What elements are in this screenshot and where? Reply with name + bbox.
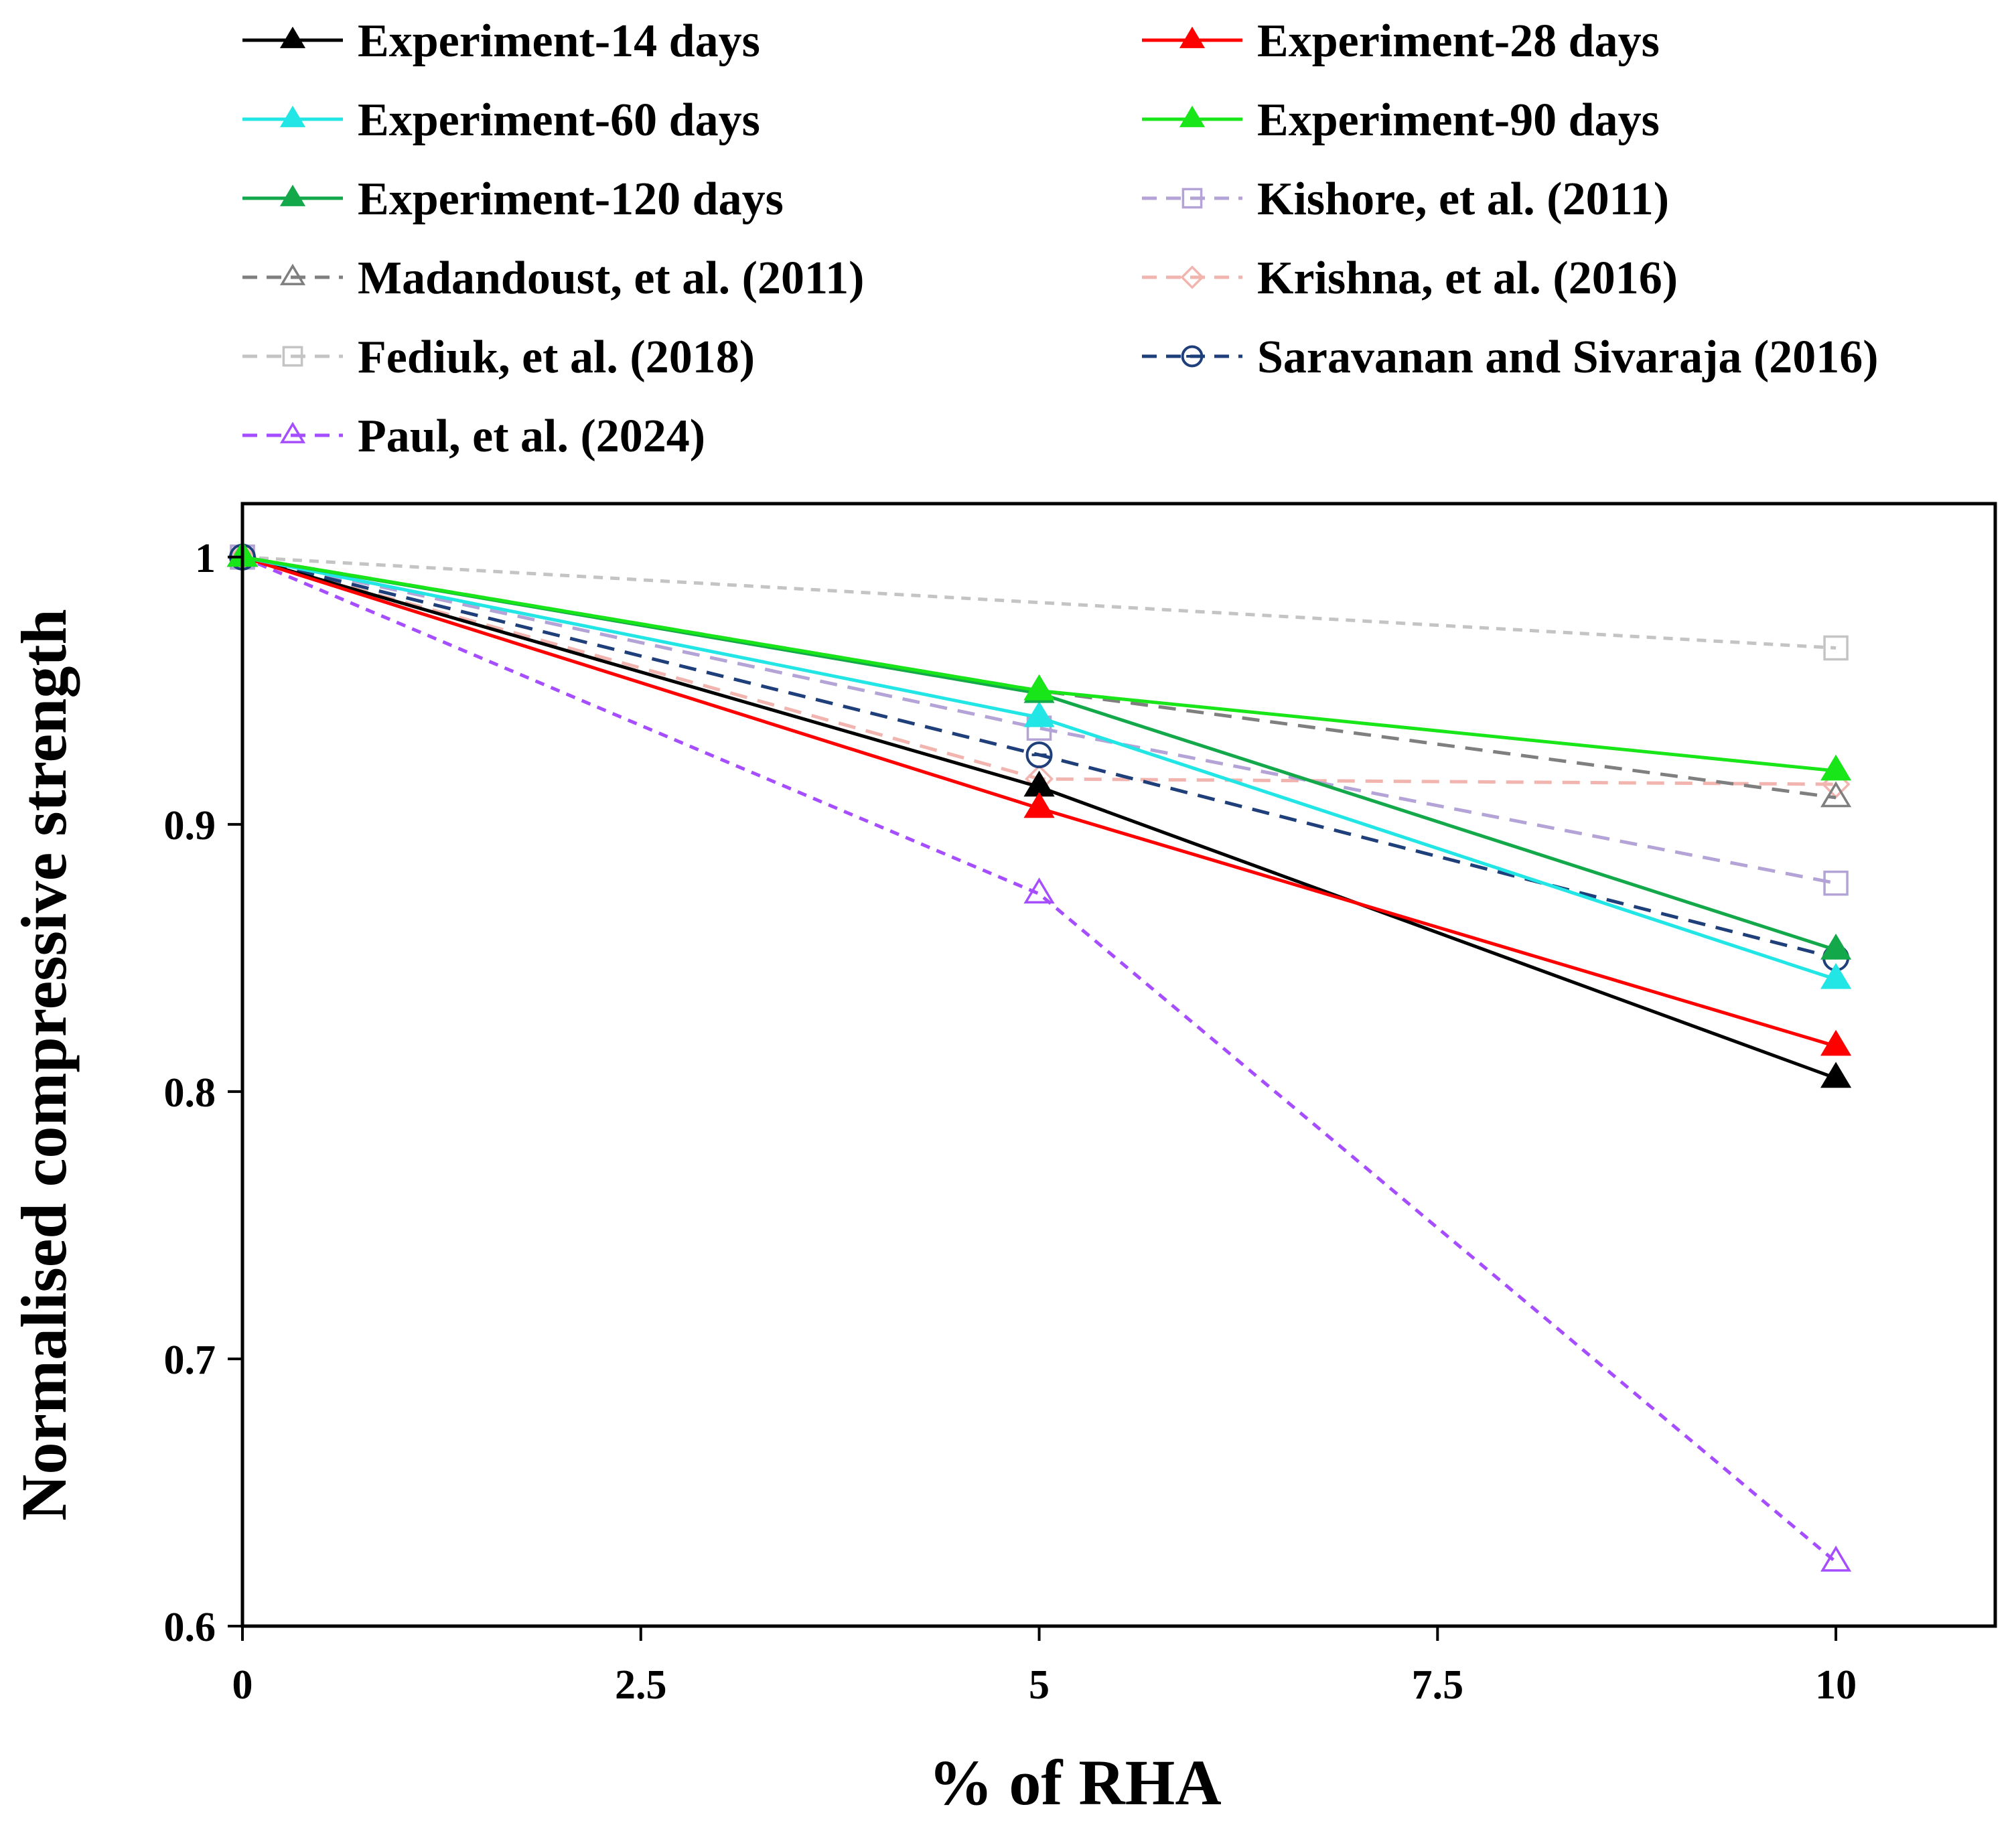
legend-item-exp120: Experiment-120 days bbox=[242, 173, 784, 225]
plot-frame bbox=[240, 502, 1997, 1628]
y-tick-label-0.7: 0.7 bbox=[164, 1337, 216, 1383]
legend-marker-saravanan-ring bbox=[1181, 345, 1204, 368]
series-line-paul bbox=[242, 555, 1837, 1564]
axes: 0 2.5 5 7.5 10 0.6 0.7 0.8 0.9 1 bbox=[164, 536, 1857, 1708]
legend-item-paul: Paul, et al. (2024) bbox=[242, 411, 705, 462]
x-tick-label-0: 0 bbox=[232, 1662, 253, 1708]
x-tick-label-10: 10 bbox=[1815, 1662, 1857, 1708]
legend-marker-madandoust bbox=[279, 263, 306, 285]
legend-label-krishna: Krishna, et al. (2016) bbox=[1257, 252, 1678, 304]
legend-marker-kishore bbox=[1181, 188, 1203, 209]
legend-label-madandoust: Madandoust, et al. (2011) bbox=[358, 252, 864, 304]
point-kishore-10 bbox=[1823, 870, 1849, 896]
legend-item-exp14: Experiment-14 days bbox=[242, 15, 760, 67]
legend-marker-fediuk bbox=[282, 346, 303, 367]
legend-marker-exp28 bbox=[1179, 26, 1206, 48]
series-line-krishna bbox=[242, 555, 1837, 786]
legend-item-krishna: Krishna, et al. (2016) bbox=[1142, 252, 1678, 304]
series-line-fediuk bbox=[242, 555, 1837, 650]
point-exp90-5 bbox=[1023, 674, 1055, 701]
x-tick-label-7.5: 7.5 bbox=[1412, 1662, 1464, 1708]
legend-label-saravanan: Saravanan and Sivaraja (2016) bbox=[1257, 332, 1879, 383]
legend-item-exp60: Experiment-60 days bbox=[242, 94, 760, 146]
point-exp90-10 bbox=[1820, 754, 1852, 781]
point-exp28-5 bbox=[1023, 792, 1055, 818]
x-tick-label-5: 5 bbox=[1029, 1662, 1050, 1708]
legend-label-paul: Paul, et al. (2024) bbox=[358, 411, 705, 462]
series-saravanan bbox=[229, 543, 1850, 972]
y-tick-label-0.8: 0.8 bbox=[164, 1070, 216, 1116]
legend-item-fediuk: Fediuk, et al. (2018) bbox=[242, 332, 755, 383]
legend-label-kishore: Kishore, et al. (2011) bbox=[1257, 173, 1669, 225]
point-exp14-10 bbox=[1820, 1062, 1852, 1088]
point-paul-10 bbox=[1820, 1545, 1852, 1572]
legend-label-exp14: Experiment-14 days bbox=[358, 15, 760, 67]
point-madandoust-10 bbox=[1820, 781, 1852, 808]
point-exp60-5 bbox=[1023, 701, 1055, 727]
plot-series bbox=[226, 540, 1852, 1572]
legend-marker-exp14 bbox=[279, 26, 306, 48]
y-tick-label-0.6: 0.6 bbox=[164, 1605, 216, 1650]
legend-marker-exp120 bbox=[279, 184, 306, 206]
point-paul-5 bbox=[1023, 877, 1055, 903]
legend-item-exp28: Experiment-28 days bbox=[1142, 15, 1660, 67]
legend: Experiment-14 days Experiment-28 days Expe… bbox=[242, 15, 1879, 462]
y-tick-label-0.9: 0.9 bbox=[164, 803, 216, 849]
legend-item-exp90: Experiment-90 days bbox=[1142, 94, 1660, 146]
legend-label-exp60: Experiment-60 days bbox=[358, 94, 760, 146]
y-tick-label-1: 1 bbox=[195, 536, 216, 581]
legend-item-kishore: Kishore, et al. (2011) bbox=[1142, 173, 1669, 225]
legend-marker-krishna bbox=[1180, 265, 1204, 289]
x-tick-label-2.5: 2.5 bbox=[615, 1662, 667, 1708]
point-fediuk-10 bbox=[1823, 635, 1849, 661]
point-saravanan-5 bbox=[1025, 741, 1053, 769]
x-axis-title: % of RHA bbox=[928, 1747, 1221, 1818]
legend-label-fediuk: Fediuk, et al. (2018) bbox=[358, 332, 755, 383]
point-exp120-10 bbox=[1820, 933, 1852, 960]
legend-marker-exp60 bbox=[279, 105, 306, 127]
legend-item-madandoust: Madandoust, et al. (2011) bbox=[242, 252, 864, 304]
legend-item-saravanan: Saravanan and Sivaraja (2016) bbox=[1142, 332, 1879, 383]
legend-marker-saravanan bbox=[1181, 345, 1204, 368]
legend-label-exp28: Experiment-28 days bbox=[1257, 15, 1660, 67]
legend-marker-paul bbox=[279, 421, 306, 443]
series-line-kishore bbox=[242, 555, 1837, 885]
legend-marker-exp90 bbox=[1179, 105, 1206, 127]
legend-label-exp90: Experiment-90 days bbox=[1257, 94, 1660, 146]
point-exp28-10 bbox=[1820, 1029, 1852, 1056]
series-krishna bbox=[228, 542, 1851, 799]
legend-label-exp120: Experiment-120 days bbox=[358, 173, 784, 225]
y-axis-title: Normalised compressive strength bbox=[8, 609, 80, 1521]
point-saravanan-5-ring bbox=[1025, 741, 1053, 769]
point-exp60-10 bbox=[1820, 962, 1852, 989]
